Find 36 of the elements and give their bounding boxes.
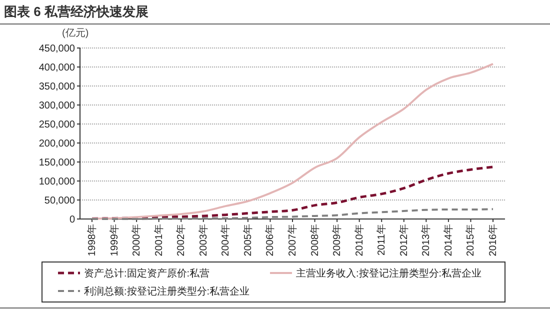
line-series xyxy=(91,62,494,220)
y-tick-label: 250,000 xyxy=(38,120,76,130)
y-tick-label: 350,000 xyxy=(38,82,76,92)
y-tick-label: 450,000 xyxy=(38,44,76,54)
y-tick-label: 50,000 xyxy=(44,196,76,206)
x-tick-label: 2014年 xyxy=(442,224,454,256)
y-tick-label: 300,000 xyxy=(38,100,76,112)
legend-label: 利润总额:按登记注册类型分:私营企业 xyxy=(84,286,250,298)
x-tick-label: 2004年 xyxy=(220,224,232,256)
legend-label: 主营业务收入:按登记注册类型分:私营企业 xyxy=(296,268,482,280)
y-tick-label: 0 xyxy=(69,214,76,226)
x-tick-label: 1999年 xyxy=(108,224,120,256)
x-tick-label: 2013年 xyxy=(420,224,432,256)
x-tick-label: 2002年 xyxy=(175,224,188,256)
x-tick-label: 1998年 xyxy=(86,224,98,256)
y-axis-title: (亿元) xyxy=(62,28,89,39)
x-tick-label: 2008年 xyxy=(308,224,321,256)
y-tick-label: 150,000 xyxy=(38,158,76,168)
y-tick-label: 400,000 xyxy=(38,62,76,74)
x-tick-label: 2006年 xyxy=(264,224,276,256)
x-tick-label: 2009年 xyxy=(331,224,344,256)
x-tick-label: 2015年 xyxy=(464,224,477,256)
chart-title: 图表 6 私营经济快速发展 xyxy=(4,4,148,19)
x-tick-label: 2011年 xyxy=(376,224,388,256)
y-tick-label: 100,000 xyxy=(38,176,76,188)
x-tick-label: 2003年 xyxy=(197,224,210,256)
y-tick-label: 200,000 xyxy=(38,138,76,150)
x-tick-label: 2001年 xyxy=(152,224,165,256)
legend-label: 资产总计:固定资产原价:私营 xyxy=(84,268,210,280)
x-tick-label: 2012年 xyxy=(398,224,410,256)
x-tick-label: 2016年 xyxy=(487,224,499,256)
x-tick-label: 2000年 xyxy=(130,224,143,256)
x-tick-label: 2010年 xyxy=(353,224,366,256)
x-tick-label: 2005年 xyxy=(242,224,254,256)
x-tick-label: 2007年 xyxy=(286,224,298,256)
line-series xyxy=(91,208,494,220)
